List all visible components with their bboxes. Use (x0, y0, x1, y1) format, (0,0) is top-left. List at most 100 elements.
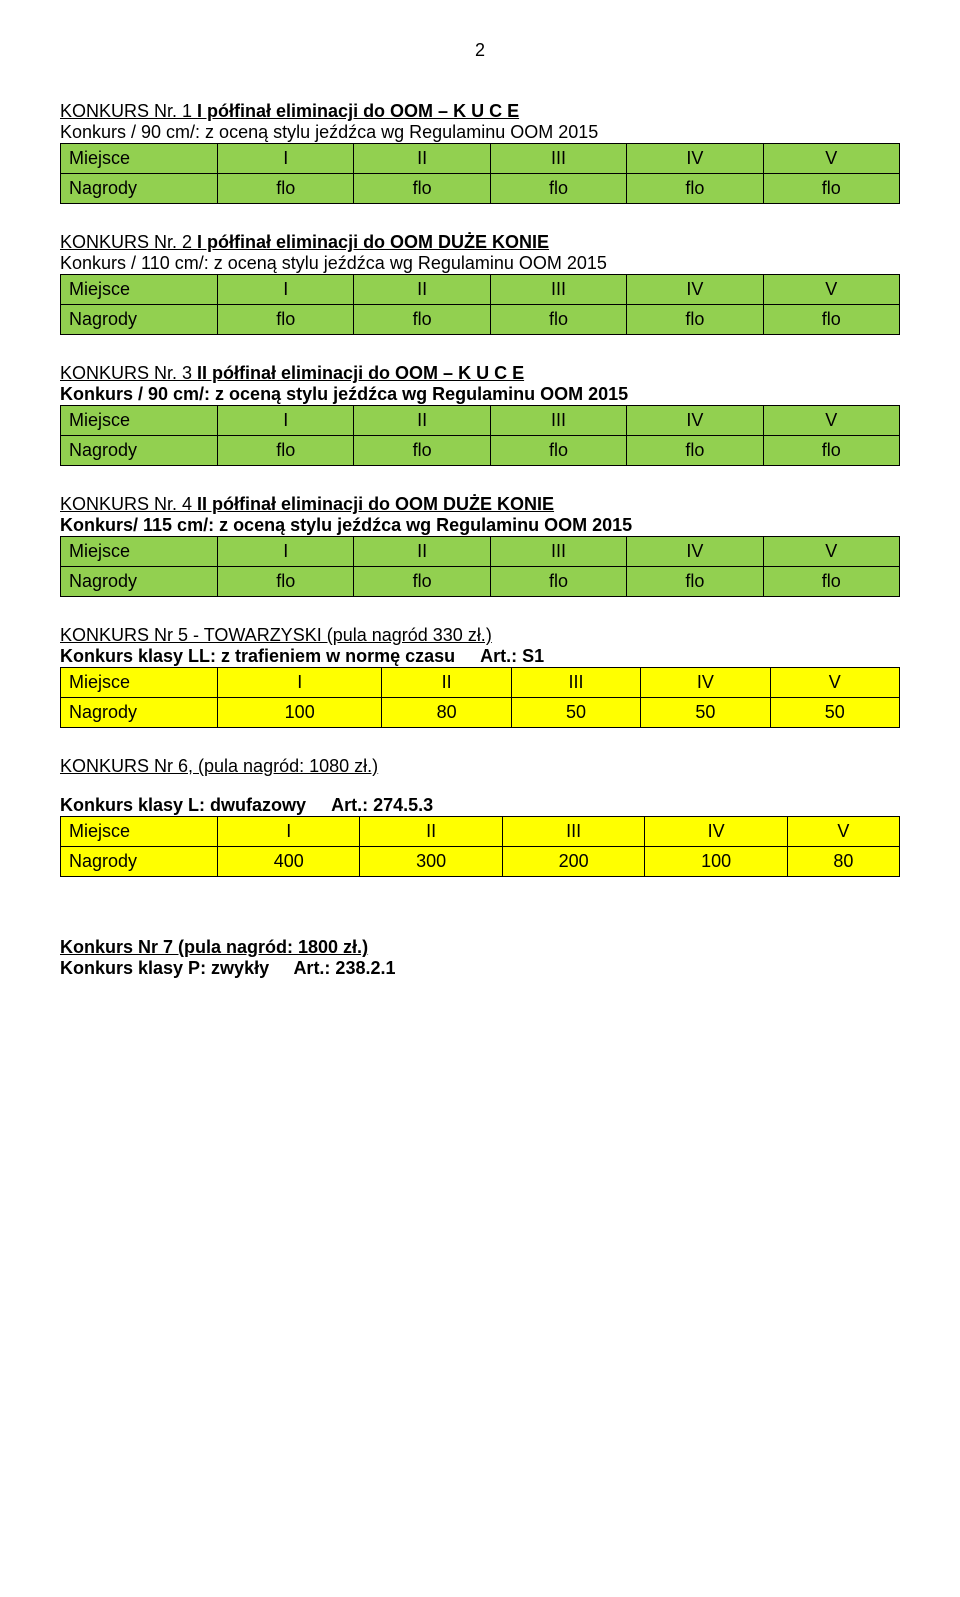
value-cell: flo (763, 436, 899, 466)
header-cell: V (763, 537, 899, 567)
header-cell: III (490, 406, 626, 436)
table-row: MiejsceIIIIIIIVV (61, 144, 900, 174)
nagrody-label: Nagrody (61, 436, 218, 466)
section-4: KONKURS Nr. 4 II półfinał eliminacji do … (60, 494, 900, 597)
table-row: Nagrodyflofloflofloflo (61, 436, 900, 466)
table-row: MiejsceIIIIIIIVV (61, 406, 900, 436)
nagrody-label: Nagrody (61, 567, 218, 597)
value-cell: flo (763, 305, 899, 335)
header-cell: IV (627, 275, 763, 305)
table-row: MiejsceIIIIIIIVV (61, 537, 900, 567)
header-cell: I (218, 817, 360, 847)
spacer (60, 777, 900, 795)
value-cell: 300 (360, 847, 502, 877)
section-title-prefix: KONKURS Nr. 2 (60, 232, 197, 252)
section-title-bold: I półfinał eliminacji do OOM DUŻE KONIE (197, 232, 549, 252)
value-cell: flo (354, 174, 490, 204)
prize-table: MiejsceIIIIIIIVVNagrodyflofloflofloflo (60, 274, 900, 335)
desc-bold-part2: Art.: 274.5.3 (331, 795, 433, 815)
value-cell: 100 (645, 847, 787, 877)
section-title-bold: II półfinał eliminacji do OOM DUŻE KONIE (197, 494, 554, 514)
table-row: Nagrodyflofloflofloflo (61, 174, 900, 204)
footer-desc: Konkurs klasy P: zwykły Art.: 238.2.1 (60, 958, 900, 979)
footer-desc-part1: Konkurs klasy P: zwykły (60, 958, 269, 978)
header-cell: V (763, 275, 899, 305)
header-cell: I (218, 406, 354, 436)
prize-table: MiejsceIIIIIIIVVNagrody40030020010080 (60, 816, 900, 877)
value-cell: flo (354, 567, 490, 597)
header-cell: I (218, 668, 382, 698)
value-cell: 50 (511, 698, 640, 728)
desc-bold-part1: Konkurs klasy LL: z trafieniem w normę c… (60, 646, 455, 666)
section-title-prefix: KONKURS Nr 5 - TOWARZYSKI (pula nagród 3… (60, 625, 492, 645)
value-cell: flo (490, 567, 626, 597)
table-row: MiejsceIIIIIIIVV (61, 817, 900, 847)
value-cell: 400 (218, 847, 360, 877)
nagrody-label: Nagrody (61, 847, 218, 877)
miejsce-label: Miejsce (61, 668, 218, 698)
value-cell: 80 (382, 698, 511, 728)
section-title-line: KONKURS Nr 6, (pula nagród: 1080 zł.) (60, 756, 900, 777)
value-cell: flo (763, 174, 899, 204)
value-cell: flo (627, 305, 763, 335)
section-title-prefix: KONKURS Nr. 3 (60, 363, 197, 383)
prize-table: MiejsceIIIIIIIVVNagrodyflofloflofloflo (60, 143, 900, 204)
section-desc-bold-two-part: Konkurs klasy LL: z trafieniem w normę c… (60, 646, 900, 667)
section-title-prefix: KONKURS Nr. 1 (60, 101, 197, 121)
header-cell: I (218, 275, 354, 305)
value-cell: flo (490, 174, 626, 204)
header-cell: II (382, 668, 511, 698)
header-cell: IV (627, 144, 763, 174)
header-cell: III (490, 537, 626, 567)
section-title-prefix: KONKURS Nr 6, (pula nagród: 1080 zł.) (60, 756, 378, 776)
header-cell: V (787, 817, 899, 847)
section-5: KONKURS Nr 5 - TOWARZYSKI (pula nagród 3… (60, 625, 900, 728)
nagrody-label: Nagrody (61, 174, 218, 204)
header-cell: V (763, 406, 899, 436)
desc-bold-part2: Art.: S1 (480, 646, 544, 666)
footer-section: Konkurs Nr 7 (pula nagród: 1800 zł.) Kon… (60, 937, 900, 979)
header-cell: III (511, 668, 640, 698)
table-row: Nagrody10080505050 (61, 698, 900, 728)
section-title-prefix: KONKURS Nr. 4 (60, 494, 197, 514)
table-row: Nagrodyflofloflofloflo (61, 567, 900, 597)
section-title-underline: KONKURS Nr 6, (pula nagród: 1080 zł.) (60, 756, 378, 776)
header-cell: V (770, 668, 899, 698)
sections-container: KONKURS Nr. 1 I półfinał eliminacji do O… (60, 101, 900, 877)
value-cell: flo (218, 174, 354, 204)
prize-table: MiejsceIIIIIIIVVNagrody10080505050 (60, 667, 900, 728)
table-row: MiejsceIIIIIIIVV (61, 275, 900, 305)
header-cell: I (218, 537, 354, 567)
header-cell: IV (627, 406, 763, 436)
prize-table: MiejsceIIIIIIIVVNagrodyflofloflofloflo (60, 536, 900, 597)
miejsce-label: Miejsce (61, 275, 218, 305)
header-cell: II (354, 537, 490, 567)
section-3: KONKURS Nr. 3 II półfinał eliminacji do … (60, 363, 900, 466)
section-2: KONKURS Nr. 2 I półfinał eliminacji do O… (60, 232, 900, 335)
miejsce-label: Miejsce (61, 144, 218, 174)
section-title-line: KONKURS Nr. 3 II półfinał eliminacji do … (60, 363, 900, 384)
miejsce-label: Miejsce (61, 406, 218, 436)
section-title-bold: I półfinał eliminacji do OOM – K U C E (197, 101, 519, 121)
nagrody-label: Nagrody (61, 698, 218, 728)
value-cell: flo (218, 305, 354, 335)
footer-title-text: Konkurs Nr 7 (pula nagród: 1800 zł.) (60, 937, 368, 957)
header-cell: III (490, 144, 626, 174)
section-title-underline: KONKURS Nr 5 - TOWARZYSKI (pula nagród 3… (60, 625, 492, 645)
prize-table: MiejsceIIIIIIIVVNagrodyflofloflofloflo (60, 405, 900, 466)
footer-desc-part2: Art.: 238.2.1 (293, 958, 395, 978)
value-cell: flo (627, 567, 763, 597)
section-desc-bold: Konkurs/ 115 cm/: z oceną stylu jeźdźca … (60, 515, 900, 536)
value-cell: flo (490, 305, 626, 335)
section-title-line: KONKURS Nr 5 - TOWARZYSKI (pula nagród 3… (60, 625, 900, 646)
header-cell: IV (627, 537, 763, 567)
value-cell: 80 (787, 847, 899, 877)
header-cell: V (763, 144, 899, 174)
footer-title: Konkurs Nr 7 (pula nagród: 1800 zł.) (60, 937, 900, 958)
section-desc-bold-two-part: Konkurs klasy L: dwufazowy Art.: 274.5.3 (60, 795, 900, 816)
value-cell: 100 (218, 698, 382, 728)
section-1: KONKURS Nr. 1 I półfinał eliminacji do O… (60, 101, 900, 204)
section-desc: Konkurs / 90 cm/: z oceną stylu jeźdźca … (60, 122, 900, 143)
header-cell: IV (641, 668, 770, 698)
section-6: KONKURS Nr 6, (pula nagród: 1080 zł.) Kon… (60, 756, 900, 877)
